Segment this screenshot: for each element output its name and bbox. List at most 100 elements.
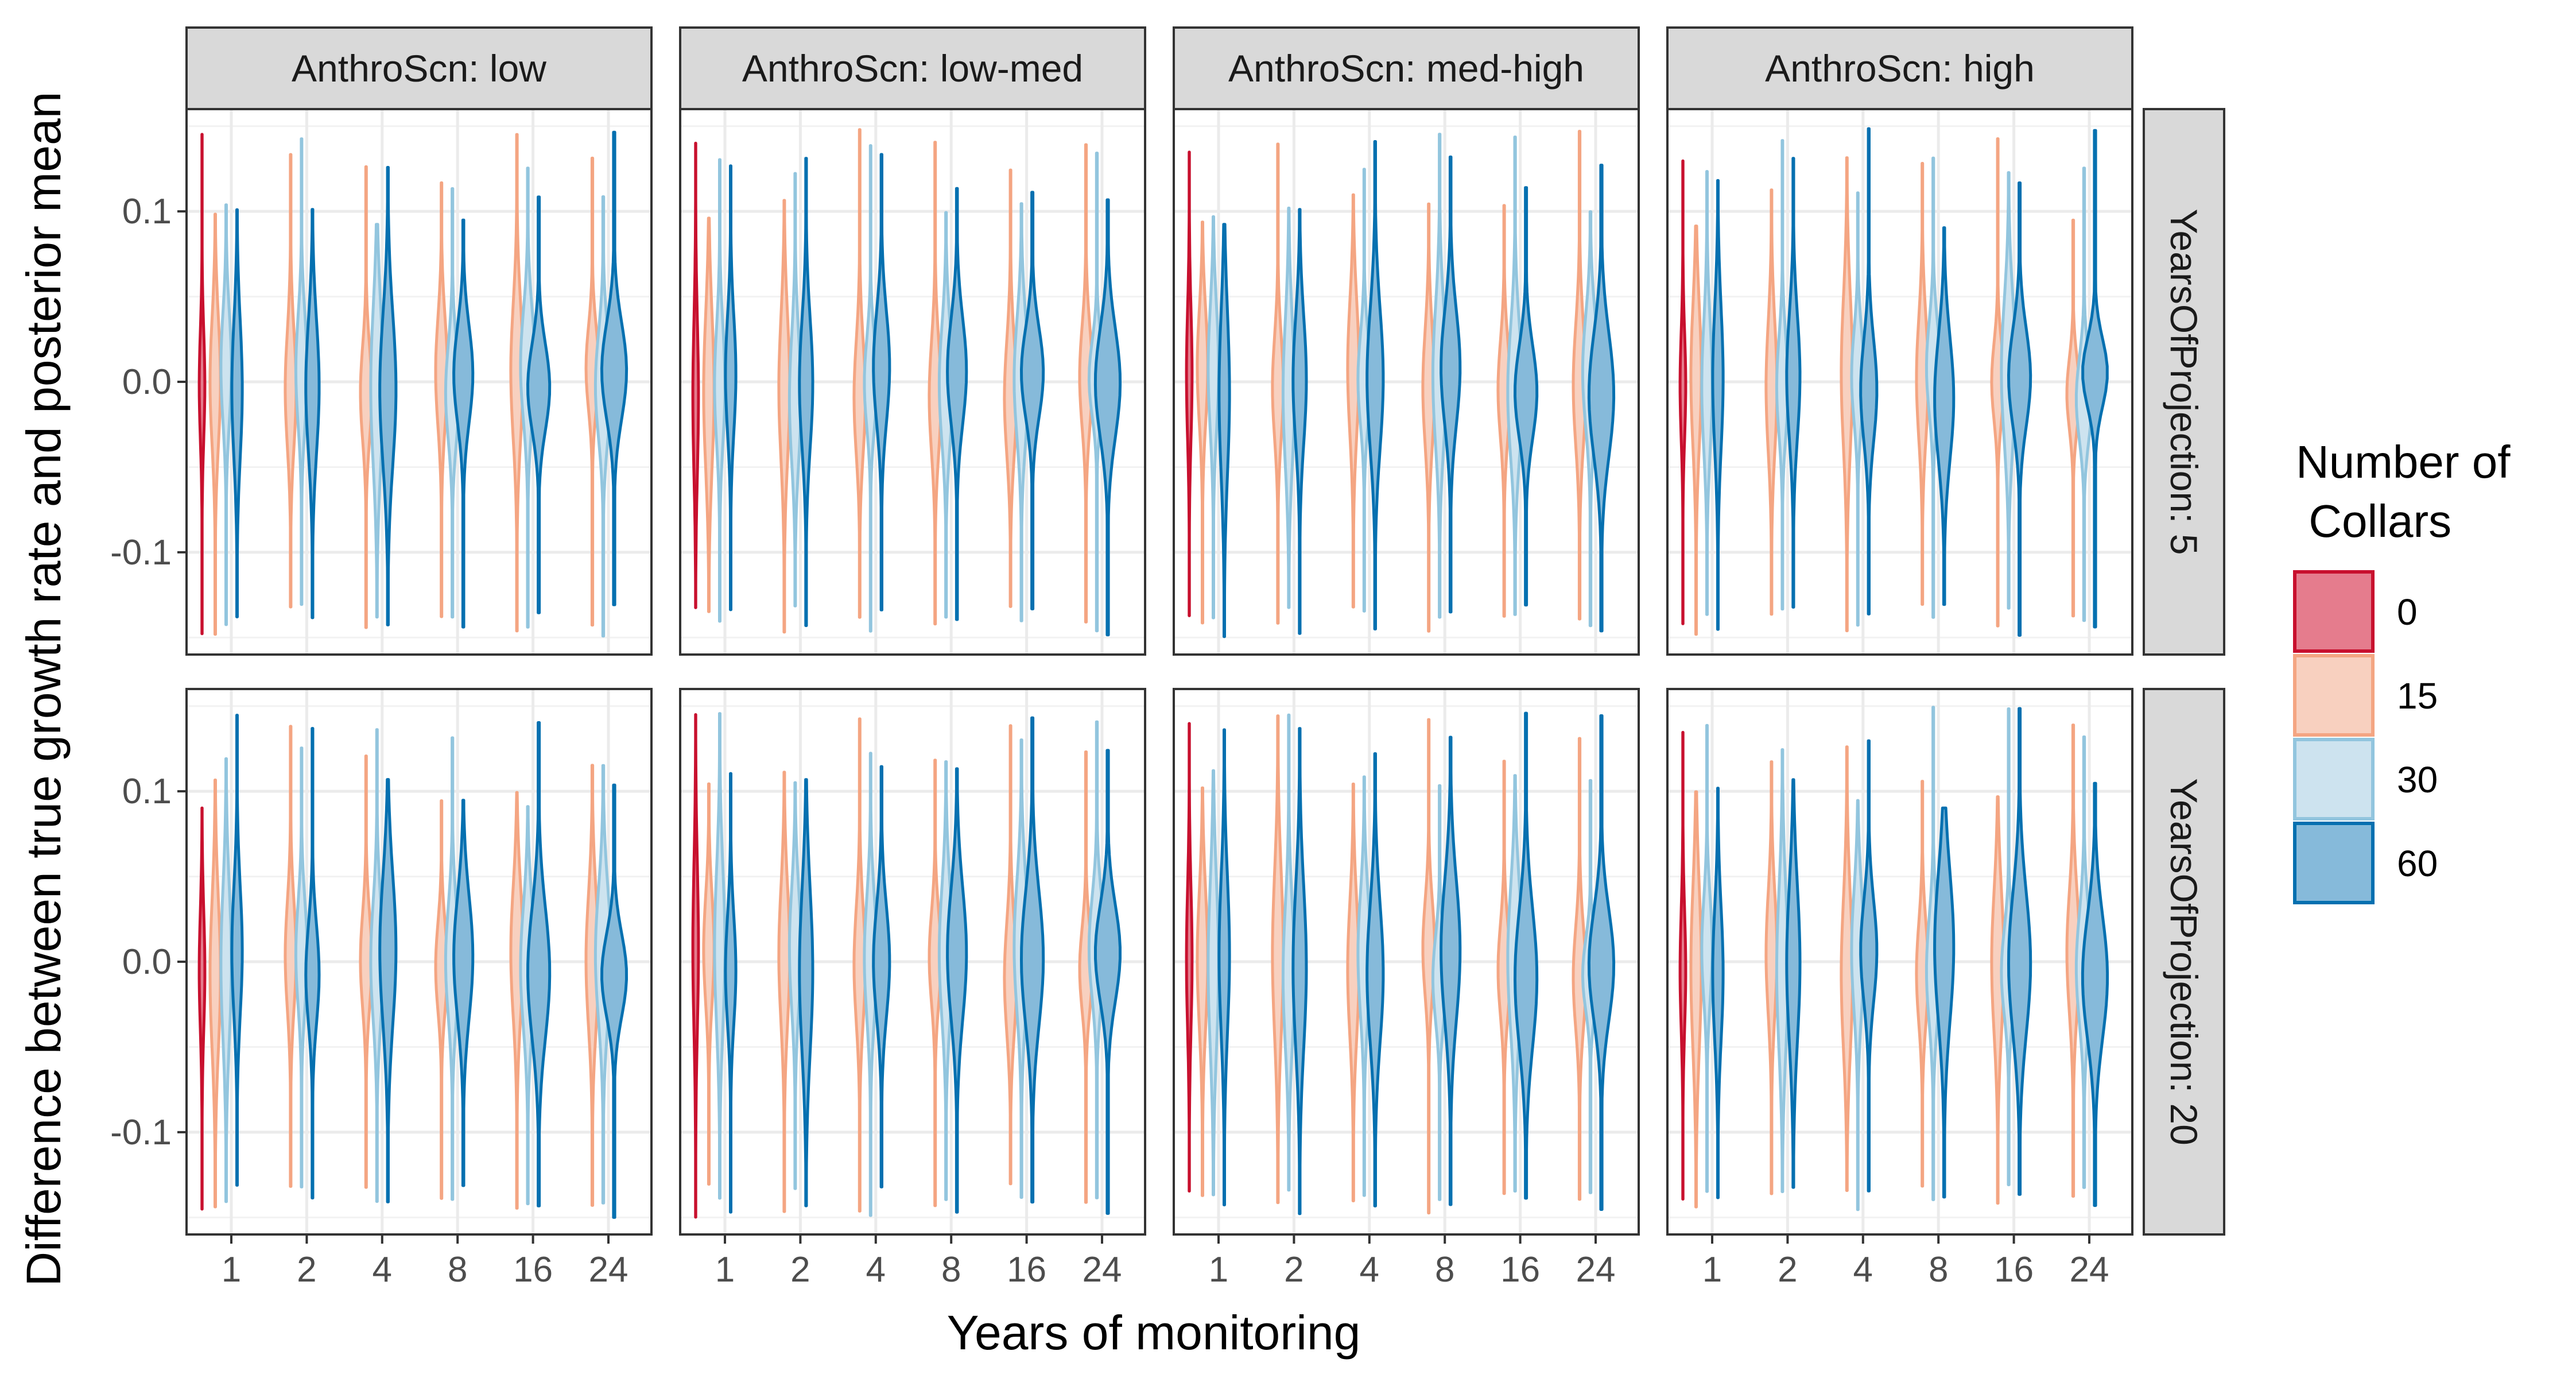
x-tick-label: 1 — [222, 1250, 241, 1290]
violin-collars-30-years-2 — [1281, 206, 1296, 609]
legend-label-60: 60 — [2397, 843, 2438, 884]
legend-label-15: 15 — [2397, 675, 2438, 717]
x-tick-label: 24 — [1083, 1250, 1122, 1290]
violin-collars-60-years-2 — [1291, 727, 1308, 1216]
violin-collars-30-years-4 — [369, 728, 385, 1203]
violin-collars-15-years-4 — [1346, 783, 1361, 1202]
violin-collars-15-years-8 — [928, 758, 942, 1207]
violin-collars-30-years-4 — [369, 223, 385, 619]
panel-border — [679, 688, 1146, 1236]
violin-collars-15-years-16 — [509, 791, 525, 1210]
violin-collars-15-years-4 — [852, 128, 867, 619]
violin-collars-60-years-16 — [1514, 711, 1539, 1200]
violin-collars-60-years-4 — [1365, 752, 1385, 1207]
violin-collars-0-years-1 — [1185, 722, 1194, 1193]
violin-collars-15-years-2 — [1271, 714, 1285, 1205]
panel-border — [1666, 688, 2133, 1236]
violin-collars-15-years-24 — [1572, 737, 1588, 1201]
violin-collars-30-years-2 — [1775, 139, 1790, 611]
x-tick-label: 8 — [941, 1250, 961, 1290]
frame-layer: AnthroScn: low AnthroScn: low-med AnthroSc… — [185, 26, 2225, 1236]
violin-collars-60-years-8 — [1933, 226, 1956, 606]
column-strip — [1173, 26, 1640, 110]
violin-collars-60-years-24 — [1587, 714, 1616, 1211]
violin-collars-15-years-1 — [702, 216, 716, 613]
violin-collars-0-years-1 — [1185, 150, 1194, 617]
violin-collars-15-years-2 — [1764, 760, 1779, 1195]
column-strip-label: AnthroScn: high — [1765, 47, 2035, 90]
violin-collars-60-years-24 — [1093, 198, 1122, 637]
legend-key-0 — [2293, 570, 2375, 653]
violin-collars-15-years-16 — [1990, 795, 2005, 1205]
violin-collars-15-years-8 — [1915, 162, 1930, 606]
violin-collars-60-years-4 — [1859, 739, 1879, 1193]
y-tick-label: 0.1 — [122, 772, 172, 811]
violin-collars-15-years-16 — [1990, 137, 2005, 628]
violin-collars-30-years-8 — [1925, 156, 1942, 619]
x-tick-label: 16 — [1500, 1250, 1540, 1290]
violin-collars-60-years-1 — [1217, 728, 1231, 1206]
violin-collars-30-years-1 — [713, 158, 727, 623]
violin-collars-15-years-2 — [1271, 142, 1285, 625]
y-tick-label: 0.1 — [122, 192, 172, 231]
x-tick-label: 2 — [1284, 1250, 1303, 1290]
violin-collars-60-years-8 — [452, 218, 475, 629]
violin-collars-15-years-4 — [1840, 156, 1855, 633]
violin-collars-60-years-16 — [2007, 707, 2032, 1196]
violin-collars-15-years-8 — [1421, 202, 1436, 633]
legend-title-line1: Number of — [2296, 436, 2511, 487]
violin-collars-15-years-8 — [434, 181, 449, 618]
violin-collars-15-years-24 — [584, 764, 600, 1207]
violin-collars-60-years-4 — [378, 778, 398, 1203]
violin-collars-30-years-2 — [1775, 748, 1790, 1193]
violin-collars-60-years-4 — [1365, 140, 1385, 630]
violin-collars-15-years-1 — [702, 782, 716, 1186]
violin-collars-60-years-16 — [1020, 716, 1045, 1204]
violin-collars-30-years-4 — [863, 752, 879, 1217]
legend-key-60 — [2293, 822, 2375, 904]
violin-collars-30-years-1 — [219, 203, 233, 626]
column-strip — [1666, 26, 2133, 110]
violin-collars-60-years-1 — [1711, 787, 1725, 1199]
violin-collars-15-years-24 — [1572, 130, 1588, 621]
violin-collars-60-years-4 — [1859, 127, 1879, 616]
violin-collars-60-years-16 — [526, 195, 552, 614]
violin-collars-60-years-2 — [798, 157, 814, 628]
violin-collars-60-years-1 — [230, 208, 244, 618]
violin-collars-15-years-1 — [208, 779, 222, 1209]
x-tick-label: 24 — [2070, 1250, 2109, 1290]
violin-collars-15-years-16 — [1496, 204, 1512, 618]
violin-collars-15-years-8 — [1915, 780, 1930, 1188]
violin-collars-15-years-4 — [1840, 745, 1855, 1192]
violin-collars-60-years-4 — [872, 765, 891, 1189]
violin-collars-30-years-1 — [219, 757, 233, 1203]
violin-collars-60-years-1 — [1711, 179, 1725, 631]
violin-collars-60-years-8 — [946, 187, 968, 621]
violin-collars-60-years-2 — [1785, 157, 1802, 609]
violin-collars-30-years-8 — [444, 187, 461, 619]
violin-collars-60-years-24 — [1587, 164, 1616, 633]
row-strip — [2143, 108, 2225, 656]
violin-collars-30-years-2 — [787, 781, 802, 1190]
violin-collars-15-years-8 — [434, 799, 449, 1200]
x-tick-label: 16 — [1994, 1250, 2034, 1290]
column-strip-label: AnthroScn: low-med — [742, 47, 1083, 90]
violin-collars-30-years-16 — [1012, 202, 1030, 622]
violin-collars-30-years-1 — [1700, 723, 1714, 1193]
violin-collars-60-years-4 — [872, 153, 891, 611]
violin-collars-60-years-4 — [378, 166, 398, 626]
violin-collars-15-years-4 — [1346, 193, 1361, 609]
violin-collars-60-years-2 — [1785, 778, 1802, 1189]
axis-layer: -0.10.00.1-0.10.00.11 2 4 8 16 24 1 2 4 8 16 24 1 2 4 8… — [110, 192, 2109, 1290]
x-tick-label: 1 — [1209, 1250, 1228, 1290]
violin-collars-30-years-2 — [294, 137, 309, 606]
violin-collars-0-years-1 — [691, 141, 700, 609]
violin-collars-15-years-1 — [1196, 786, 1209, 1197]
violin-collars-60-years-8 — [1440, 155, 1462, 614]
violin-collars-15-years-16 — [1003, 724, 1018, 1186]
violin-collars-30-years-2 — [294, 746, 309, 1189]
y-tick-label: 0.0 — [122, 942, 172, 982]
column-strip-label: AnthroScn: med-high — [1228, 47, 1584, 90]
violin-collars-60-years-1 — [1217, 223, 1231, 638]
x-tick-label: 1 — [1702, 1250, 1722, 1290]
